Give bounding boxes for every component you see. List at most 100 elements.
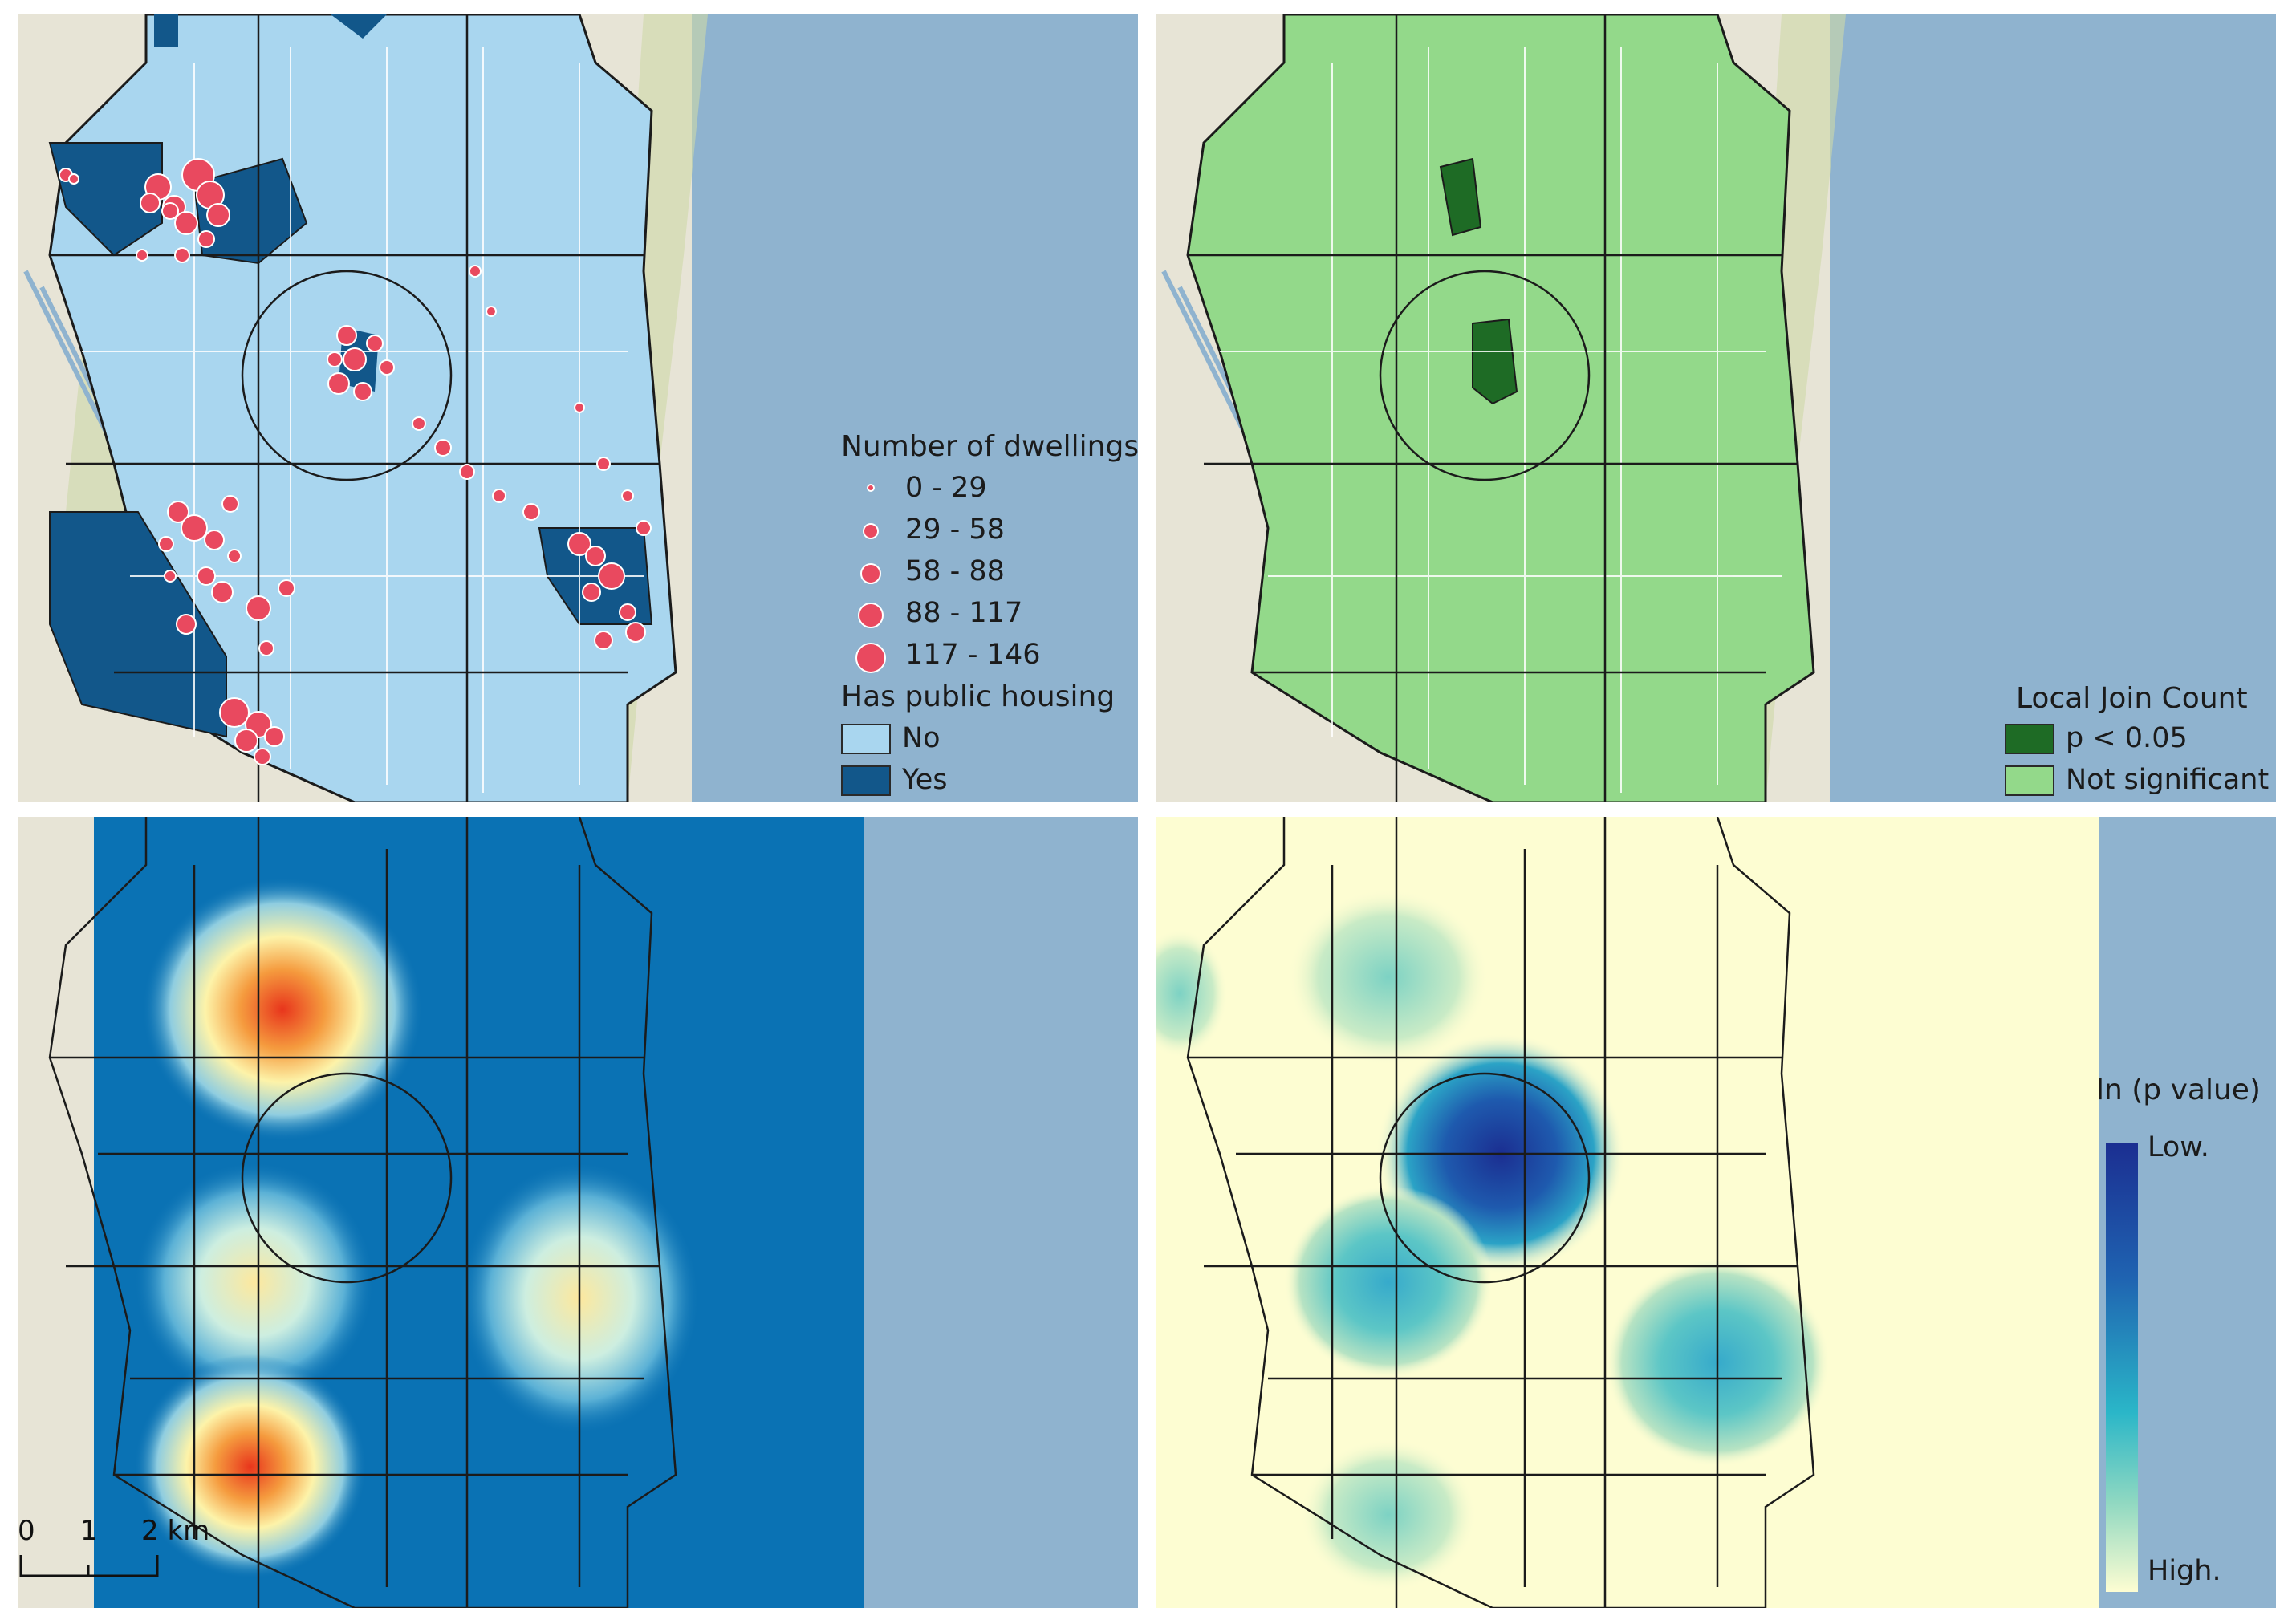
p-value-zone-south (1300, 1439, 1477, 1591)
legend-dwelling-class-2: 29 - 58 (905, 514, 1005, 546)
dwelling-dot (598, 562, 625, 590)
legend-join-count-title: Local Join Count (2016, 682, 2248, 715)
dwelling-dot (161, 202, 179, 220)
public-housing-zone-top (154, 14, 178, 47)
legend-dot-size-4 (858, 603, 884, 628)
legend-p-value-low: Low. (2148, 1131, 2209, 1163)
local-join-count-map (1156, 14, 2276, 802)
dwelling-dot (412, 416, 426, 431)
dwelling-dot (140, 193, 161, 213)
dwelling-dot (585, 546, 606, 566)
dwelling-dot (486, 306, 497, 317)
city-district-area (1186, 14, 1815, 802)
dwelling-dot (68, 173, 79, 185)
dwelling-dot (343, 347, 367, 371)
density-hotspot-north (142, 877, 423, 1142)
dwelling-dot (278, 579, 295, 597)
dwelling-dot (227, 549, 242, 563)
significant-zone-center (1472, 318, 1518, 405)
dwelling-dot (219, 697, 250, 728)
dwelling-dot (197, 566, 216, 586)
public-housing-zone-nw (48, 142, 163, 257)
legend-swatch-not-significant (2005, 765, 2054, 796)
dwelling-dot (174, 247, 190, 263)
legend-dwelling-class-5: 117 - 146 (905, 639, 1041, 671)
district-boundaries (1188, 14, 1798, 802)
legend-swatch-no (841, 724, 891, 754)
district-boundaries (48, 817, 677, 1608)
legend-housing-no: No (902, 722, 941, 754)
dwelling-dot (176, 614, 197, 635)
p-value-zone-north (1288, 889, 1489, 1066)
dwelling-dot (522, 503, 540, 521)
legend-housing-title: Has public housing (841, 680, 1116, 713)
dwelling-dots (59, 158, 652, 765)
legend-dot-size-5 (855, 643, 886, 673)
dwelling-dot (469, 265, 482, 278)
dwelling-dot (211, 581, 234, 603)
public-housing-map (18, 14, 1138, 802)
dwelling-dot (204, 530, 225, 550)
dwelling-dot (221, 495, 239, 513)
kernel-density-map-panel: 0 1 2 km (18, 817, 1138, 1608)
base-map-land (18, 817, 94, 1608)
dwelling-dot (264, 726, 285, 747)
public-housing-map-panel: Number of dwellings 0 - 29 29 - 58 58 - … (18, 14, 1138, 802)
dwelling-dot (234, 729, 258, 753)
legend-p-value-title: ln (p value) (2096, 1074, 2261, 1106)
dwelling-dot (434, 439, 452, 457)
dwelling-dot (619, 603, 636, 621)
p-value-map-panel: ln (p value) Low. High. (1156, 817, 2276, 1608)
dwelling-dot (621, 489, 634, 502)
dwelling-dot (353, 382, 372, 401)
legend-dot-size-1 (867, 484, 875, 492)
sea-area (1830, 14, 2276, 802)
dwelling-dot (574, 402, 585, 413)
district-boundaries (50, 14, 660, 802)
dwelling-dot (181, 514, 208, 542)
p-value-raster-area (1156, 817, 2099, 1608)
dwelling-dot (206, 203, 230, 227)
dwelling-dot (625, 622, 646, 643)
dwelling-dot (492, 489, 506, 503)
dwelling-dot (254, 748, 271, 765)
legend-dwelling-class-1: 0 - 29 (905, 472, 987, 504)
kernel-density-map (18, 817, 1138, 1608)
p-value-map (1156, 817, 2276, 1608)
dwelling-dot (594, 631, 613, 650)
significant-zone-north (1439, 157, 1482, 237)
dwelling-dot (379, 359, 395, 376)
scale-bar (19, 1555, 159, 1577)
scale-label-2km: 2 km (141, 1515, 210, 1547)
legend-dwellings-title: Number of dwellings (841, 430, 1138, 463)
legend-swatch-yes (841, 765, 891, 796)
dwelling-dot (336, 325, 357, 346)
legend-housing-yes: Yes (902, 764, 948, 796)
sea-area (692, 14, 1138, 802)
dwelling-dot (327, 351, 343, 367)
dwelling-dot (167, 501, 189, 523)
dwelling-dot (366, 335, 384, 352)
legend-swatch-significant (2005, 724, 2054, 754)
dwelling-dot (136, 249, 148, 262)
legend-dot-size-2 (863, 523, 879, 539)
dwelling-dot (327, 372, 350, 395)
district-boundaries (1186, 817, 1815, 1608)
legend-dwelling-class-3: 58 - 88 (905, 555, 1005, 587)
dwelling-dot (596, 457, 611, 471)
dwelling-dot (636, 520, 652, 536)
dwelling-dot (164, 570, 177, 583)
p-value-zone-west (1284, 1186, 1493, 1378)
public-housing-zone-southwest (49, 511, 227, 738)
dwelling-dot (197, 230, 215, 248)
p-value-legend-ramp (2106, 1143, 2138, 1592)
dwelling-dot (246, 595, 271, 621)
p-value-zone-west-edge (1156, 929, 1228, 1058)
legend-significant: p < 0.05 (2066, 722, 2188, 754)
dwelling-dot (174, 211, 198, 235)
local-join-count-map-panel: Local Join Count p < 0.05 Not significan… (1156, 14, 2276, 802)
dwelling-dot (567, 532, 591, 556)
scale-label-0: 0 (18, 1515, 35, 1547)
dwelling-dot (582, 583, 601, 602)
dwelling-dot (158, 536, 174, 552)
